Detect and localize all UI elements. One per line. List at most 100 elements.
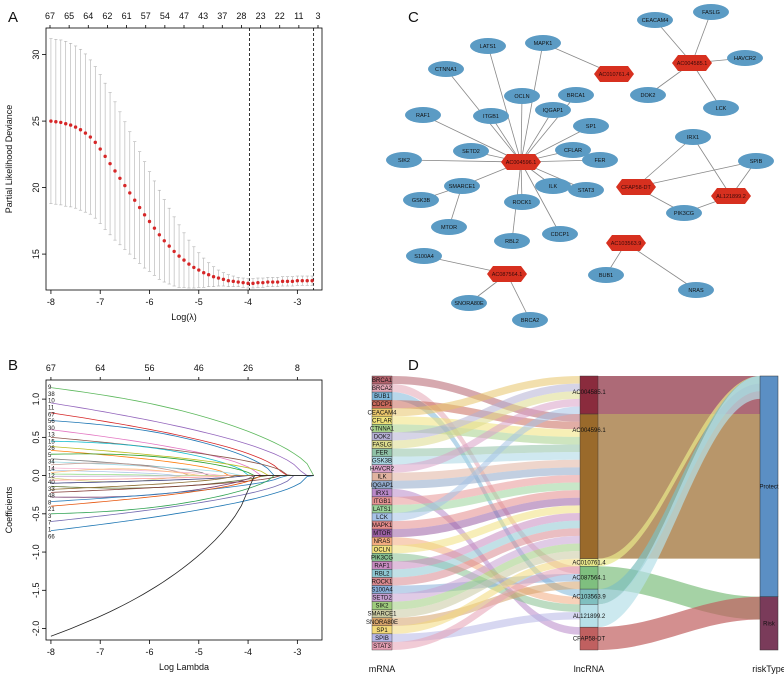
mrna-node-label: OCLN [514, 94, 529, 100]
top-tick-label: 64 [83, 11, 93, 21]
mrna-node-label: LATS1 [480, 44, 496, 50]
mrna-node [535, 178, 571, 194]
mrna-node-label: BRCA2 [521, 318, 539, 324]
mrna-stratum-label: PIK3CG [371, 555, 393, 561]
x-tick-label: -6 [145, 647, 153, 657]
mrna-node-label: SPIB [750, 159, 763, 165]
deviance-point [147, 219, 152, 224]
x-tick-label: -8 [47, 297, 55, 307]
deviance-point [113, 169, 117, 173]
y-axis-label: Coefficients [4, 486, 14, 533]
top-tick-label: 3 [315, 11, 320, 21]
mrna-stratum-label: ILK [377, 475, 386, 481]
lncrna-node [606, 235, 646, 251]
coef-index-label: 67 [48, 412, 55, 418]
sankey-flow-mrna-lncrna [392, 581, 580, 626]
mrna-node [453, 143, 489, 159]
sankey-axis-label: mRNA [369, 664, 396, 674]
mrna-stratum-label: SIK2 [375, 604, 389, 610]
mrna-stratum-label: SP1 [376, 628, 388, 634]
mrna-stratum-label: LATS1 [373, 507, 392, 513]
mrna-stratum-label: SNORA80E [366, 620, 398, 626]
lncrna-stratum-label: CFAP58-DT [573, 637, 606, 643]
mrna-stratum-label: FASLG [372, 443, 392, 449]
deviance-point [241, 280, 245, 285]
deviance-point [64, 122, 68, 126]
mrna-node-label: CDCP1 [551, 232, 570, 238]
mrna-stratum-label: S100A4 [371, 588, 393, 594]
panel-b-coef-plot: -8 -7 -6 -5 -4 -3 -2.0 -1.5 -1.0 -0.5 0.0 0.5 1.0 67 6… [4, 363, 323, 672]
y-axis-label: Partial Likelihood Deviance [4, 105, 14, 214]
deviance-point [251, 281, 255, 286]
mrna-stratum-label: SMARCE1 [367, 612, 397, 618]
mrna-node [525, 35, 561, 51]
deviance-point [275, 280, 280, 284]
sankey-flow-mrna-lncrna [392, 535, 580, 602]
mrna-node-label: CFLAR [564, 148, 582, 154]
panel-a-cv-plot: -8 -7 -6 -5 -4 -3 15 20 25 30 67 65 64 62 61 57 54 47 43 37… [4, 11, 323, 322]
sankey-flow-lncrna-risk [598, 596, 760, 650]
network-edge [520, 109, 554, 163]
x-tick-label: -4 [244, 297, 252, 307]
y-tick-label: -2.0 [31, 621, 41, 637]
top-tick-label: 54 [160, 11, 170, 21]
deviance-point [226, 278, 231, 283]
mrna-stratum [371, 641, 393, 651]
mrna-stratum-label: CDCP1 [372, 402, 393, 408]
deviance-point [123, 183, 127, 188]
lncrna-stratum-label: AC087564.1 [572, 576, 606, 582]
network-edge [635, 160, 757, 188]
mrna-node-label: FER [595, 158, 606, 164]
mrna-node [738, 153, 774, 169]
mrna-stratum-label: CEACAM4 [367, 410, 397, 416]
mrna-node-label: ROCK1 [513, 200, 532, 206]
coefficient-path [50, 412, 314, 476]
coefficient-path [50, 475, 314, 502]
deviance-point [182, 258, 186, 262]
mrna-stratum-label: OCLN [374, 547, 391, 553]
deviance-point [192, 265, 196, 270]
lncrna-stratum-label: AC004596.1 [572, 428, 606, 434]
sankey-flow-mrna-lncrna [392, 505, 580, 554]
coefficient-path [50, 437, 314, 476]
coef-index-label: 13 [48, 433, 55, 439]
mrna-node [386, 152, 422, 168]
lncrna-stratum-label: AC010761.4 [572, 560, 606, 566]
deviance-point [133, 198, 137, 202]
mrna-node [703, 100, 739, 116]
lncrna-node-label: AC004596.1 [506, 160, 537, 166]
mrna-node [582, 152, 618, 168]
coefficient-path [50, 387, 314, 476]
mrna-stratum-label: MAPK1 [372, 523, 393, 529]
mrna-node [470, 38, 506, 54]
sankey-flow-lncrna-risk [598, 376, 760, 567]
sankey-flow-mrna-lncrna [392, 513, 580, 570]
y-tick-label: 30 [31, 50, 41, 60]
deviance-point [310, 278, 314, 283]
top-tick-label: 62 [102, 11, 112, 21]
coefficient-path [50, 475, 314, 522]
mrna-stratum-label: SPIB [375, 636, 389, 642]
coef-index-label: 30 [48, 426, 55, 432]
mrna-node [444, 178, 480, 194]
mrna-node [504, 88, 540, 104]
deviance-point [261, 280, 265, 285]
lncrna-stratum [579, 626, 599, 651]
mrna-node [473, 108, 509, 124]
mrna-node-label: CEACAM4 [642, 18, 669, 24]
lncrna-stratum-label: AL121899.2 [573, 614, 606, 620]
x-axis-label: Log(λ) [171, 312, 197, 322]
top-tick-label: 57 [141, 11, 151, 21]
mrna-node-label: IRX1 [687, 135, 699, 141]
coef-index-label: 34 [48, 460, 55, 466]
panel-label-d: D [408, 357, 419, 374]
deviance-point [300, 278, 304, 283]
y-tick-label: 1.0 [31, 393, 41, 406]
mrna-stratum-label: SETD2 [372, 596, 392, 602]
y-tick-label: 15 [31, 249, 41, 259]
mrna-node [428, 61, 464, 77]
lncrna-node-label: AC004585.1 [677, 61, 708, 67]
coefficient-path [50, 475, 314, 515]
deviance-point [266, 280, 270, 284]
deviance-point [128, 191, 132, 195]
